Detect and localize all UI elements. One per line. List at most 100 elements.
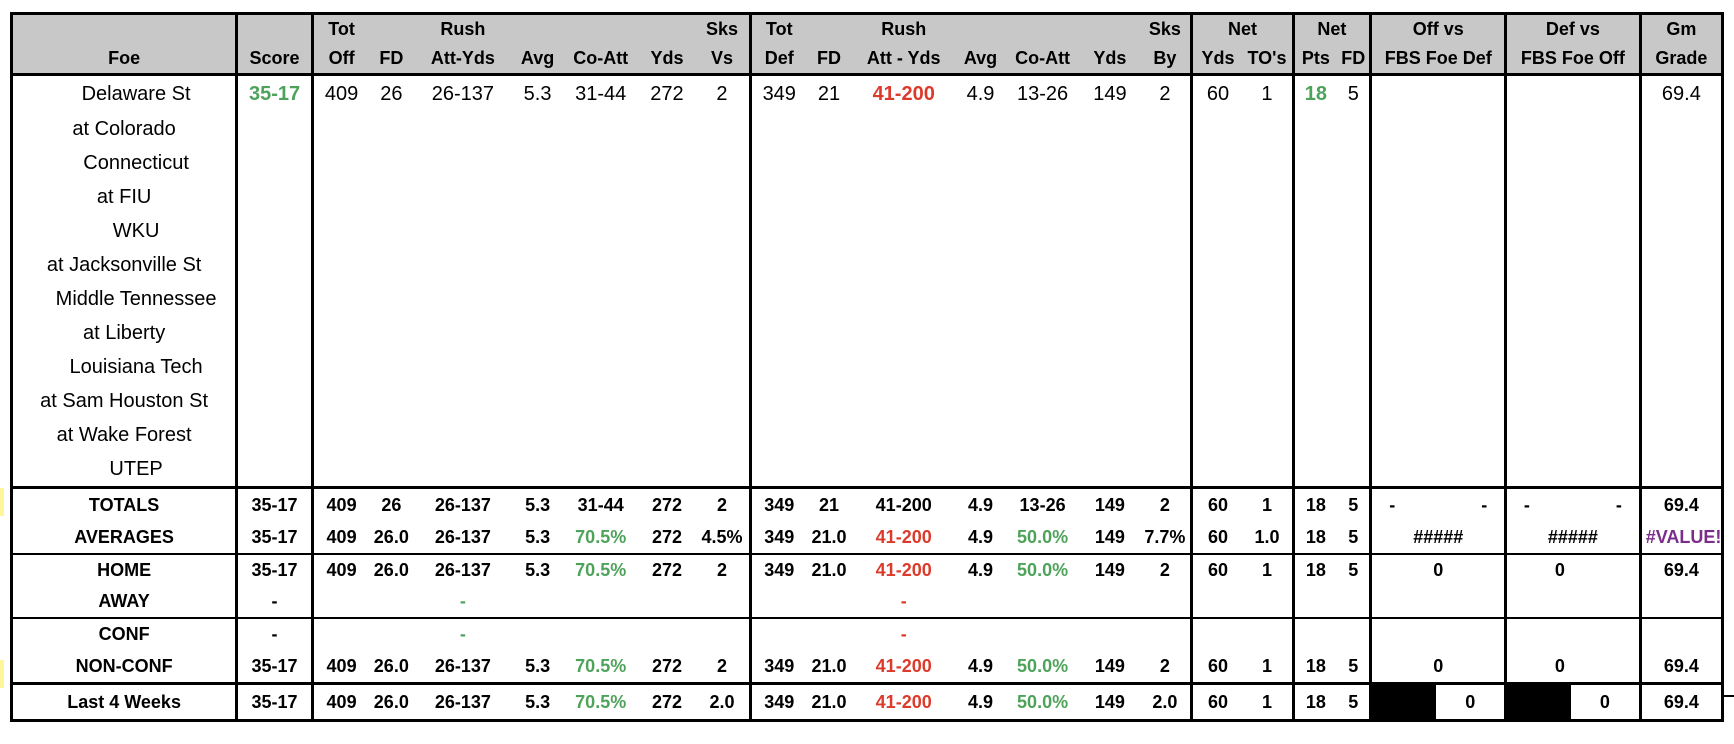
table-row: Connecticut	[9, 146, 1725, 180]
net-yds-cell: 60	[1206, 82, 1230, 105]
foe-cell: Louisiana Tech	[9, 350, 239, 384]
home-pass-def-pct: 50.0%	[1004, 553, 1081, 586]
home-pass-def-yds: 149	[1080, 553, 1140, 586]
last4-fd: 26.0	[369, 682, 414, 722]
header-def-vs-top: Def vs	[1505, 12, 1642, 44]
table-row: Louisiana Tech	[9, 350, 1725, 384]
away-rush: -	[459, 591, 466, 611]
nonconf-pass-pct: 70.5%	[575, 655, 627, 676]
header-off: Off	[312, 44, 370, 76]
last4-sks-vs: 2.0	[695, 682, 752, 722]
foe-cell: at Liberty	[9, 316, 239, 350]
header-net-yds: Yds	[1191, 44, 1243, 76]
averages-def-vs: #####	[1505, 521, 1642, 554]
totals-net-yds: 60	[1191, 486, 1243, 521]
nonconf-net-pts: 18	[1305, 655, 1326, 676]
nonconf-net-yds: 60	[1207, 655, 1228, 676]
last4-net-yds: 60	[1191, 682, 1243, 722]
home-rush: 26-137	[413, 553, 513, 586]
last4-off-vs-fill	[1372, 686, 1437, 718]
header-net-tos: TO's	[1242, 44, 1295, 76]
last4-score: 35-17	[236, 682, 314, 722]
last4-tot-def: 349	[750, 682, 807, 722]
grade-cell: 69.4	[1640, 74, 1725, 112]
totals-rush-def-avg: 4.9	[956, 486, 1005, 521]
averages-sks-vs: 4.5%	[695, 521, 752, 554]
totals-off-vs-b: -	[1481, 494, 1488, 515]
nonconf-sks-vs: 2	[695, 650, 752, 684]
header-co-att-def: Co-Att	[1004, 44, 1081, 76]
net-fd-cell: 5	[1337, 74, 1373, 112]
header-att-yds-def: Att - Yds	[851, 44, 957, 76]
foe-cell: at Wake Forest	[9, 418, 239, 452]
last4-sks-by: 2.0	[1139, 682, 1194, 722]
table-row: UTEP	[9, 452, 1725, 488]
averages-label: AVERAGES	[9, 521, 239, 554]
table-row: at Colorado	[9, 112, 1725, 146]
header-yds: Yds	[638, 44, 696, 76]
home-off-vs: 0	[1370, 553, 1508, 586]
totals-pass-yds: 272	[638, 486, 696, 521]
pass-yds-cell: 272	[650, 82, 684, 105]
rush-def-cell: 41-200	[872, 82, 935, 105]
conf-rush-def: -	[851, 617, 957, 650]
totals-fd: 26	[369, 486, 414, 521]
nonconf-fd-def: 21.0	[811, 655, 847, 676]
nonconf-net-tos: 1	[1242, 650, 1295, 684]
table-row: at Sam Houston St	[9, 384, 1725, 418]
foe-cell: Middle Tennessee	[9, 282, 239, 316]
totals-score: 35-17	[236, 486, 314, 521]
home-rush-def-avg: 4.9	[956, 553, 1005, 586]
header-foe-top	[9, 12, 239, 44]
nonconf-net-fd: 5	[1337, 650, 1373, 684]
home-row: HOME 35-17 409 26.0 26-137 5.3 70.5% 272…	[9, 553, 1725, 586]
rush-att-yds-cell: 26-137	[431, 82, 495, 105]
nonconf-pass-def-yds: 149	[1094, 655, 1125, 676]
tot-def-cell: 349	[762, 82, 796, 105]
totals-off-vs: --	[1370, 486, 1508, 521]
averages-net-tos: 1.0	[1242, 521, 1295, 554]
header-net-pts-top: Net	[1293, 12, 1373, 44]
averages-row: AVERAGES 35-17 409 26.0 26-137 5.3 70.5%…	[9, 521, 1725, 554]
foe-cell: Delaware St	[9, 74, 239, 112]
averages-pass-def-pct: 50.0%	[1017, 526, 1069, 547]
header-fd-def: FD	[806, 44, 852, 76]
last4-fd-def: 21.0	[806, 682, 852, 722]
header-vs: Vs	[695, 44, 752, 76]
home-sks-by: 2	[1139, 553, 1194, 586]
header-off-vs-top: Off vs	[1370, 12, 1508, 44]
table-row: at Wake Forest	[9, 418, 1725, 452]
def-vs-cell	[1505, 74, 1642, 112]
header-net-fd: FD	[1337, 44, 1373, 76]
totals-pass-def-yds: 149	[1080, 486, 1140, 521]
net-pts-cell: 18	[1304, 82, 1327, 105]
nonconf-tot-off: 409	[326, 655, 357, 676]
foe-cell: WKU	[9, 214, 239, 248]
last4-rush: 26-137	[413, 682, 513, 722]
last4-pass-def-pct: 50.0%	[1004, 682, 1081, 722]
sks-by-cell: 2	[1139, 74, 1194, 112]
nonconf-rush-def-avg: 4.9	[967, 655, 994, 676]
last4-rush-def-avg: 4.9	[956, 682, 1005, 722]
home-net-yds: 60	[1191, 553, 1243, 586]
averages-pass-pct: 70.5%	[575, 526, 627, 547]
last4-off-vs: 0	[1370, 682, 1508, 722]
pass-co-att-cell: 31-44	[575, 82, 627, 105]
foe-cell: Connecticut	[9, 146, 239, 180]
nonconf-rush-def: 41-200	[875, 655, 932, 676]
header-co-att: Co-Att	[562, 44, 639, 76]
nonconf-sks-by: 2	[1139, 650, 1194, 684]
header-fbs-foe-def: FBS Foe Def	[1370, 44, 1508, 76]
away-row: AWAY - - -	[9, 586, 1725, 618]
foe-cell: UTEP	[9, 452, 239, 488]
home-fd-def: 21.0	[806, 553, 852, 586]
nonconf-score: 35-17	[236, 650, 314, 684]
table-row: at Liberty	[9, 316, 1725, 350]
averages-rush-avg: 5.3	[525, 526, 551, 547]
averages-grade: #VALUE!	[1640, 521, 1725, 554]
table-row: at Jacksonville St	[9, 248, 1725, 282]
pass-def-yds-cell: 149	[1093, 82, 1127, 105]
fd-cell: 26	[380, 82, 403, 105]
header-tot-off-top: Tot	[312, 12, 370, 44]
last4-def-vs-value: 0	[1599, 691, 1610, 712]
